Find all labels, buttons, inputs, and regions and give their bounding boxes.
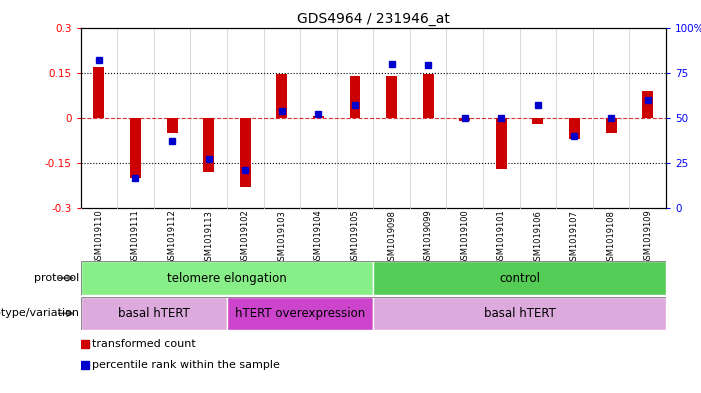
Bar (167, 118, 177, 133)
Bar (276, 74, 287, 118)
Text: basal hTERT: basal hTERT (484, 307, 556, 320)
Bar (423, 74, 434, 118)
Bar (386, 76, 397, 118)
Text: genotype/variation: genotype/variation (0, 309, 79, 318)
Bar (203, 118, 214, 172)
Text: control: control (499, 272, 540, 285)
Bar (227, 297, 373, 330)
Bar (93, 67, 104, 118)
Text: hTERT overexpression: hTERT overexpression (235, 307, 365, 320)
Text: basal hTERT: basal hTERT (118, 307, 190, 320)
Text: transformed count: transformed count (93, 339, 196, 349)
Title: GDS4964 / 231946_at: GDS4964 / 231946_at (297, 13, 450, 26)
Bar (130, 118, 141, 178)
Text: telomere elongation: telomere elongation (167, 272, 287, 285)
Bar (459, 118, 470, 121)
Bar (533, 118, 543, 124)
Bar (350, 76, 360, 118)
Text: protocol: protocol (34, 273, 79, 283)
Bar (373, 297, 666, 330)
Bar (373, 261, 666, 295)
Bar (496, 118, 507, 169)
Bar (81, 261, 373, 295)
Bar (240, 118, 251, 187)
Text: percentile rank within the sample: percentile rank within the sample (93, 360, 280, 369)
Bar (606, 118, 617, 133)
Bar (642, 91, 653, 118)
Bar (569, 118, 580, 139)
Bar (313, 116, 324, 118)
Bar (81, 297, 227, 330)
